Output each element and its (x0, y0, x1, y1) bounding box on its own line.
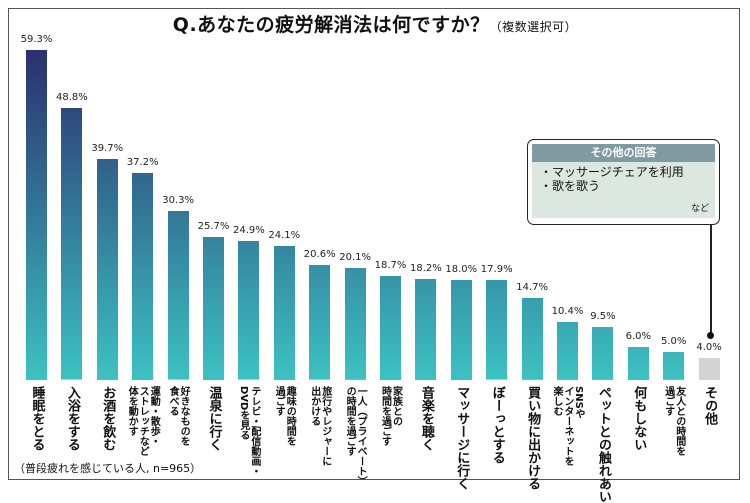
callout-leader-dot (707, 332, 714, 339)
bar (557, 322, 578, 380)
value-label: 18.7% (374, 259, 407, 271)
bar (486, 280, 508, 380)
bar (698, 357, 720, 380)
category-label: その他 (702, 386, 718, 425)
callout-title: その他の回答 (532, 144, 715, 162)
category-label: 趣味の時間を 過ごす (273, 386, 296, 446)
category-label: ぼーっとする (489, 386, 505, 464)
bar (26, 50, 47, 380)
callout-item: ・マッサージチェアを利用 (540, 165, 684, 179)
bar (309, 265, 331, 380)
value-label: 39.7% (91, 143, 124, 155)
category-label: 旅行やレジャーに 出かける (308, 386, 331, 466)
category-label: 温泉に行く (206, 386, 222, 451)
bar (273, 245, 295, 380)
category-label: 睡眠をとる (29, 386, 45, 451)
bar (132, 172, 154, 380)
category-label: お酒を飲む (100, 386, 116, 451)
value-label: 48.8% (56, 92, 88, 104)
category-label: 運動・散歩・ ストレッチなど 体を動かす (126, 386, 160, 456)
value-label: 37.2% (126, 156, 159, 168)
value-label: 14.7% (516, 282, 548, 294)
callout-body: ・マッサージチェアを利用 ・歌を歌う など (532, 162, 715, 218)
title-text: Q.あなたの疲労解消法は何ですか？ (172, 14, 490, 36)
category-label: マッサージに行く (454, 386, 470, 490)
bar (627, 346, 649, 380)
value-label: 24.9% (233, 225, 265, 237)
bar (380, 275, 401, 380)
callout-leader-line (710, 225, 712, 335)
category-label: 家族との 時間を過ごす (379, 386, 402, 446)
category-label: 好きなものを 食べる (167, 386, 190, 446)
bar (415, 278, 437, 380)
value-label: 18.2% (410, 262, 442, 274)
value-label: 59.3% (20, 34, 53, 45)
category-label: 音楽を聴く (418, 386, 434, 451)
bar-chart: 59.3% 睡眠をとる 48.8% 入浴をする 39.7% お酒を飲む 37.2% 運動・散歩… (20, 34, 722, 503)
bar (203, 236, 224, 380)
value-label: 25.7% (197, 220, 230, 232)
chart-frame (8, 8, 740, 480)
bar (238, 241, 260, 380)
bar (663, 352, 685, 380)
category-label: テレビ・配信動画・ DVDを見る (237, 386, 260, 476)
value-label: 4.0% (696, 341, 722, 353)
value-label: 20.6% (303, 249, 336, 261)
sample-note: （普段疲れを感じている人, n=965） (14, 462, 202, 475)
category-label: 買い物に出かける (525, 386, 541, 490)
chart-title: Q.あなたの疲労解消法は何ですか？（複数選択可） (0, 10, 750, 37)
value-label: 6.0% (625, 330, 651, 342)
value-label: 24.1% (268, 229, 301, 241)
value-label: 20.1% (339, 252, 371, 264)
bar (592, 327, 614, 380)
bar (344, 268, 366, 380)
callout-suffix: など (690, 204, 709, 214)
value-label: 30.3% (162, 195, 194, 207)
value-label: 10.4% (551, 306, 584, 318)
bar (521, 298, 543, 380)
bar (450, 279, 472, 380)
other-answers-callout: その他の回答 ・マッサージチェアを利用 ・歌を歌う など (527, 139, 720, 225)
value-label: 5.0% (660, 336, 687, 348)
bar (61, 108, 83, 380)
category-label: 何もしない (631, 386, 647, 451)
subtitle-text: （複数選択可） (489, 20, 578, 34)
value-label: 17.9% (480, 264, 513, 276)
bar (96, 159, 118, 380)
bar (167, 211, 189, 380)
value-label: 9.5% (590, 311, 616, 323)
category-label: 入浴をする (64, 386, 80, 451)
category-label: SNSや インターネットを 楽しむ (551, 386, 584, 466)
callout-item: ・歌を歌う (540, 179, 601, 193)
category-label: 友人との時間を 過ごす (662, 386, 685, 456)
category-label: ペットとの触れあい (595, 386, 611, 503)
value-label: 18.0% (445, 263, 478, 275)
category-label: 一人（プライベート） の時間を過ごす (344, 386, 367, 486)
